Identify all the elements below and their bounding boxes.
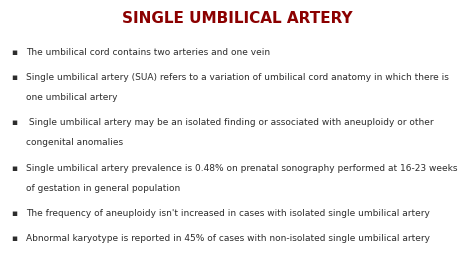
Text: of gestation in general population: of gestation in general population	[26, 184, 180, 193]
Text: Single umbilical artery prevalence is 0.48% on prenatal sonography performed at : Single umbilical artery prevalence is 0.…	[26, 164, 457, 173]
Text: congenital anomalies: congenital anomalies	[26, 138, 123, 147]
Text: Abnormal karyotype is reported in 45% of cases with non-isolated single umbilica: Abnormal karyotype is reported in 45% of…	[26, 234, 430, 243]
Text: ▪: ▪	[11, 73, 17, 82]
Text: ▪: ▪	[11, 164, 17, 173]
Text: ▪: ▪	[11, 209, 17, 218]
Text: ▪: ▪	[11, 48, 17, 57]
Text: ▪: ▪	[11, 118, 17, 127]
Text: ▪: ▪	[11, 234, 17, 243]
Text: one umbilical artery: one umbilical artery	[26, 93, 118, 102]
Text: Single umbilical artery may be an isolated finding or associated with aneuploidy: Single umbilical artery may be an isolat…	[26, 118, 434, 127]
Text: The frequency of aneuploidy isn't increased in cases with isolated single umbili: The frequency of aneuploidy isn't increa…	[26, 209, 430, 218]
Text: SINGLE UMBILICAL ARTERY: SINGLE UMBILICAL ARTERY	[122, 11, 352, 26]
Text: Single umbilical artery (SUA) refers to a variation of umbilical cord anatomy in: Single umbilical artery (SUA) refers to …	[26, 73, 449, 82]
Text: The umbilical cord contains two arteries and one vein: The umbilical cord contains two arteries…	[26, 48, 270, 57]
